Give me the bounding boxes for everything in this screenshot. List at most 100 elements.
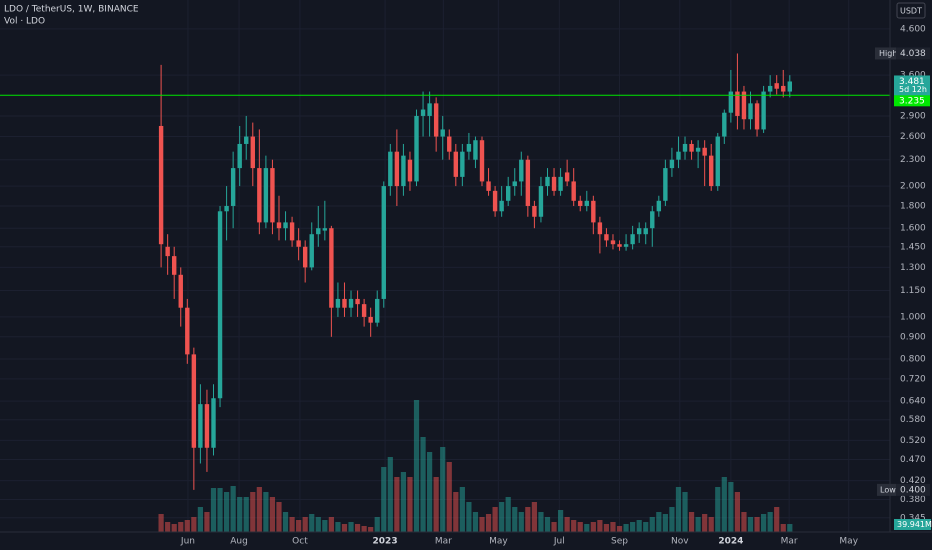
candle-body — [656, 200, 662, 212]
volume-bar — [184, 520, 190, 532]
volume-bar — [368, 527, 374, 532]
candle-body — [682, 143, 688, 152]
candle-body — [401, 155, 406, 187]
candle-body — [198, 404, 203, 448]
volume-bar — [446, 462, 452, 532]
volume-bar — [459, 487, 465, 532]
volume-bar — [571, 520, 577, 532]
currency-label[interactable]: USDT — [900, 7, 922, 16]
x-tick-label: Aug — [230, 537, 248, 547]
candle-body — [322, 228, 328, 231]
candle-body — [250, 136, 255, 169]
high-tag-value: 4.038 — [900, 49, 926, 59]
volume-bar — [499, 502, 505, 532]
volume-bar — [296, 520, 302, 532]
volume-bar — [577, 522, 583, 532]
volume-bar — [158, 514, 164, 532]
candle-body — [512, 181, 517, 187]
candle-body — [722, 112, 727, 137]
volume-bar — [780, 524, 786, 532]
y-tick-label: 0.345 — [900, 513, 926, 523]
currency-button[interactable] — [896, 2, 926, 19]
candle-body — [185, 307, 190, 355]
volume-bar — [210, 488, 217, 532]
volume-bar — [165, 522, 171, 532]
candle-body — [525, 159, 531, 206]
y-tick-label: 2.600 — [900, 132, 926, 142]
volume-bar — [649, 517, 655, 532]
candle-body — [302, 246, 308, 268]
candle-body — [715, 136, 720, 187]
x-tick-label: Sep — [611, 537, 628, 547]
candle-body — [604, 234, 609, 241]
candle-body — [355, 298, 360, 305]
candle-body — [617, 244, 622, 247]
candle-body — [499, 200, 504, 212]
x-tick-label: Mar — [781, 537, 798, 547]
candle-body — [296, 240, 301, 247]
y-tick-label: 4.600 — [900, 24, 926, 34]
candle-body — [754, 103, 760, 130]
x-tick-label: Jun — [180, 537, 195, 547]
volume-bar — [381, 467, 387, 532]
candle-body — [709, 155, 714, 187]
y-tick-label: 2.300 — [900, 155, 926, 165]
volume-bar — [335, 522, 341, 532]
candle-body — [519, 159, 524, 182]
candle-body — [283, 222, 288, 229]
volume-bar — [525, 507, 531, 532]
x-tick-label: May — [489, 537, 508, 547]
candle-body — [191, 354, 197, 448]
candle-body — [420, 109, 426, 116]
volume-indicator-title: Vol · LDO — [4, 17, 45, 27]
candle-body — [551, 176, 557, 191]
volume-bar — [518, 512, 524, 532]
volume-bar — [492, 507, 498, 532]
volume-bar — [328, 517, 334, 532]
volume-bar — [675, 487, 682, 532]
candle-body — [270, 168, 275, 223]
low-tag-bg — [877, 483, 896, 496]
y-tick-label: 0.580 — [900, 415, 926, 425]
volume-bar — [361, 526, 367, 532]
candle-body — [440, 129, 445, 137]
volume-bar — [708, 517, 714, 532]
volume-bar — [433, 477, 439, 532]
high-tag-value-bg — [896, 47, 930, 60]
volume-bar — [643, 522, 649, 532]
candle-body — [348, 298, 354, 308]
volume-bar — [721, 477, 727, 532]
volume-bar — [630, 522, 636, 532]
candle-body — [643, 228, 648, 235]
volume-bar — [289, 517, 295, 532]
volume-bar — [695, 517, 701, 532]
candle-body — [564, 172, 570, 182]
candle-body — [433, 103, 439, 137]
low-tag-value-bg — [896, 483, 930, 496]
candle-body — [623, 244, 629, 247]
y-tick-label: 1.000 — [900, 312, 926, 322]
volume-bar — [551, 522, 557, 532]
volume-bar — [302, 517, 308, 532]
candle-body — [591, 200, 596, 223]
volume-bar — [348, 522, 354, 532]
volume-bar — [761, 514, 767, 532]
volume-bar — [400, 472, 407, 532]
volume-bar — [741, 512, 747, 532]
candle-body — [636, 228, 642, 235]
y-tick-label: 0.520 — [900, 436, 926, 446]
volume-bar — [387, 457, 393, 532]
candle-layer — [0, 53, 890, 490]
y-tick-label: 0.720 — [900, 374, 926, 384]
candle-body — [289, 222, 295, 241]
volume-bar — [237, 497, 243, 532]
candle-body — [630, 234, 635, 245]
candle-body — [538, 186, 544, 217]
candle-body — [447, 136, 452, 152]
volume-bar — [787, 524, 793, 532]
volume-bar — [767, 512, 773, 532]
hline-tag-value: 3.235 — [899, 96, 925, 106]
y-tick-label: 0.380 — [900, 495, 926, 505]
volume-bar — [440, 447, 446, 532]
candle-body — [394, 151, 400, 187]
